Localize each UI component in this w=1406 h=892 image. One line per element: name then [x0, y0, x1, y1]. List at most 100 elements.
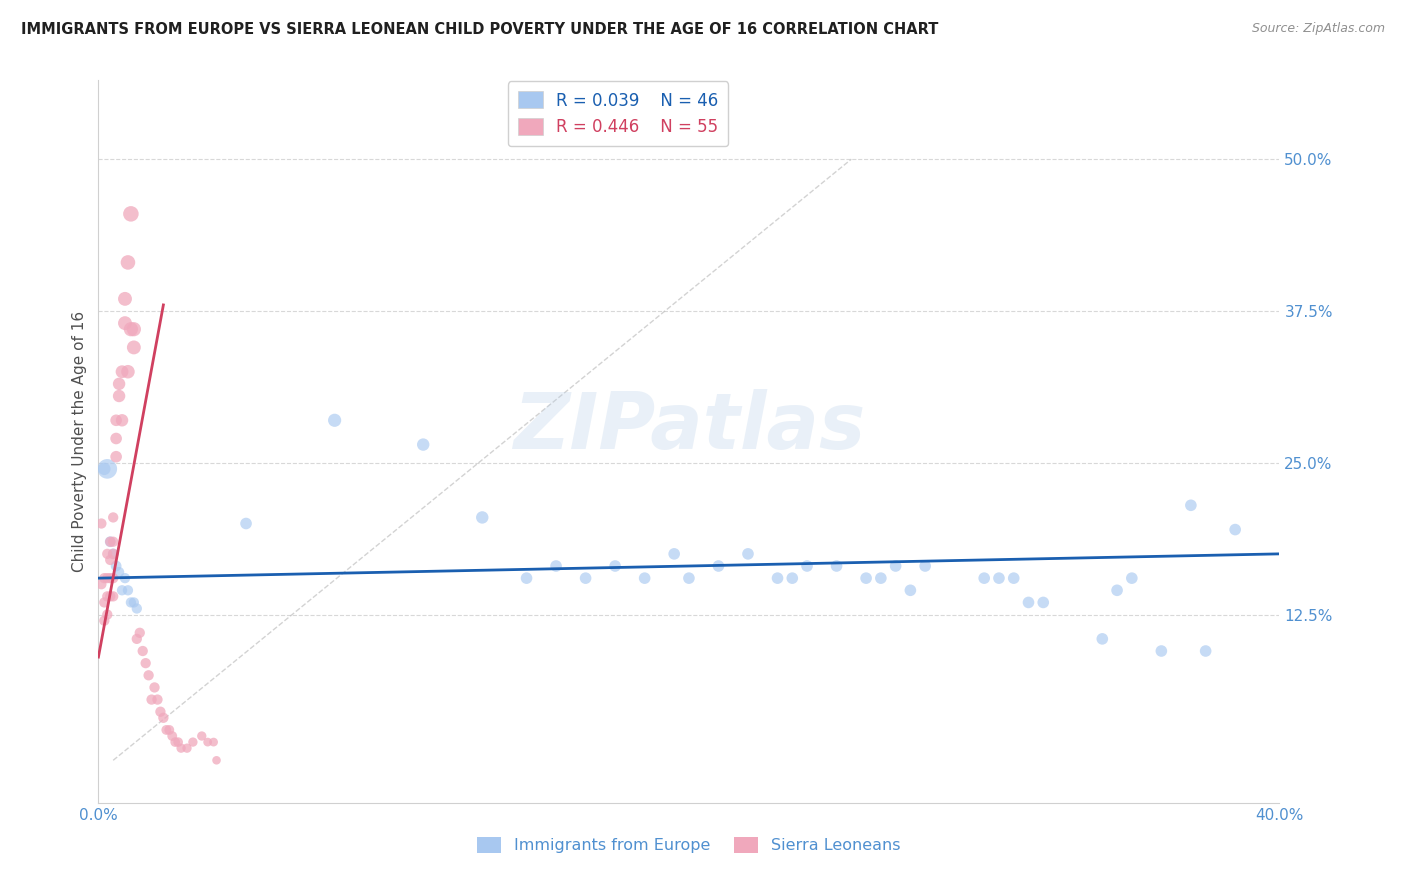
Point [707, 559, 730, 574]
Point [170, 741, 193, 756]
Point [96, 607, 118, 622]
Point [103, 534, 125, 549]
Point [128, 625, 150, 640]
Point [125, 632, 148, 646]
Point [900, 583, 922, 598]
Point [634, 571, 657, 585]
Point [103, 571, 125, 585]
Point [973, 571, 995, 585]
Point [122, 595, 145, 609]
Point [96, 590, 118, 604]
Point [98, 534, 121, 549]
Point [766, 571, 789, 585]
Point [678, 571, 700, 585]
Point [149, 705, 172, 719]
Point [152, 711, 174, 725]
Point [105, 432, 128, 446]
Point [782, 571, 804, 585]
Point [114, 571, 136, 585]
Point [155, 723, 177, 737]
Point [90, 577, 112, 591]
Point [98, 590, 121, 604]
Y-axis label: Child Poverty Under the Age of 16: Child Poverty Under the Age of 16 [72, 311, 87, 572]
Point [138, 668, 160, 682]
Point [1150, 644, 1173, 658]
Point [1107, 583, 1129, 598]
Point [135, 656, 157, 670]
Point [111, 365, 134, 379]
Point [1195, 644, 1218, 658]
Point [855, 571, 877, 585]
Point [546, 559, 568, 574]
Point [1032, 595, 1054, 609]
Point [120, 595, 142, 609]
Point [157, 723, 180, 737]
Point [471, 510, 494, 524]
Point [914, 559, 936, 574]
Point [146, 692, 169, 706]
Point [1225, 523, 1247, 537]
Point [1091, 632, 1114, 646]
Point [96, 571, 118, 585]
Point [884, 559, 907, 574]
Point [108, 376, 131, 391]
Point [132, 644, 155, 658]
Point [870, 571, 893, 585]
Point [105, 413, 128, 427]
Point [176, 741, 198, 756]
Point [114, 292, 136, 306]
Point [235, 516, 257, 531]
Point [191, 729, 214, 743]
Point [141, 692, 163, 706]
Point [796, 559, 818, 574]
Point [98, 553, 121, 567]
Point [162, 729, 183, 743]
Point [117, 255, 139, 269]
Point [1002, 571, 1025, 585]
Point [202, 735, 225, 749]
Point [120, 322, 142, 336]
Point [117, 365, 139, 379]
Point [103, 547, 125, 561]
Point [93, 462, 115, 476]
Point [93, 614, 115, 628]
Point [120, 207, 142, 221]
Point [988, 571, 1011, 585]
Point [96, 462, 118, 476]
Point [664, 547, 686, 561]
Point [605, 559, 627, 574]
Point [825, 559, 848, 574]
Point [1180, 498, 1202, 512]
Point [93, 571, 115, 585]
Point [103, 590, 125, 604]
Point [167, 735, 190, 749]
Legend: Immigrants from Europe, Sierra Leoneans: Immigrants from Europe, Sierra Leoneans [471, 830, 907, 860]
Point [575, 571, 598, 585]
Point [111, 583, 134, 598]
Point [96, 547, 118, 561]
Point [122, 322, 145, 336]
Point [114, 316, 136, 330]
Point [197, 735, 219, 749]
Point [323, 413, 346, 427]
Point [111, 413, 134, 427]
Point [108, 389, 131, 403]
Point [90, 516, 112, 531]
Text: IMMIGRANTS FROM EUROPE VS SIERRA LEONEAN CHILD POVERTY UNDER THE AGE OF 16 CORRE: IMMIGRANTS FROM EUROPE VS SIERRA LEONEAN… [21, 22, 938, 37]
Point [117, 583, 139, 598]
Point [143, 681, 166, 695]
Point [122, 340, 145, 354]
Text: ZIPatlas: ZIPatlas [513, 389, 865, 465]
Point [93, 595, 115, 609]
Point [105, 559, 128, 574]
Point [98, 534, 121, 549]
Point [98, 571, 121, 585]
Point [108, 565, 131, 579]
Point [1121, 571, 1143, 585]
Point [103, 547, 125, 561]
Point [412, 437, 434, 451]
Point [103, 510, 125, 524]
Point [105, 450, 128, 464]
Point [181, 735, 204, 749]
Point [737, 547, 759, 561]
